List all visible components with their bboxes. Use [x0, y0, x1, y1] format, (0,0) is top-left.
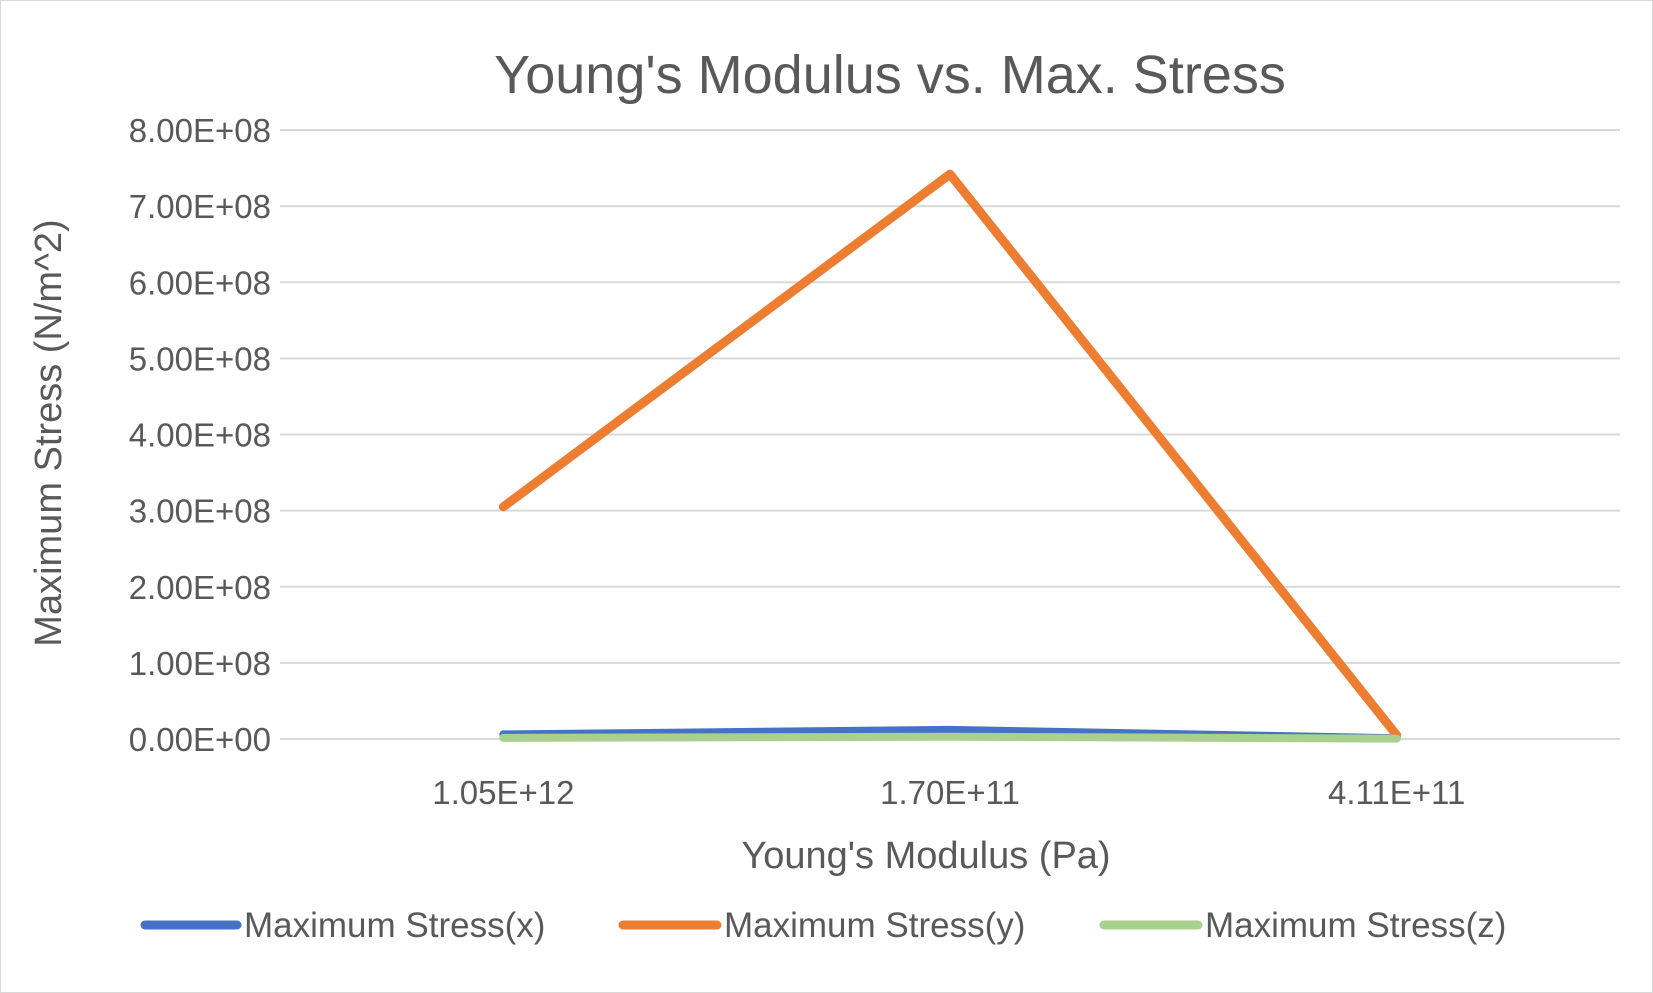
y-tick-label: 4.00E+08 — [129, 417, 271, 454]
x-axis-ticks: 1.05E+12 1.70E+11 4.11E+11 — [432, 774, 1465, 811]
series-line-2 — [498, 169, 1402, 740]
x-tick-label: 1.05E+12 — [432, 774, 574, 811]
series-lines — [498, 169, 1402, 743]
legend-label: Maximum Stress(z) — [1205, 906, 1506, 945]
y-axis-ticks: 0.00E+00 1.00E+08 2.00E+08 3.00E+08 4.00E+08… — [129, 112, 271, 758]
grid-lines — [280, 129, 1620, 740]
series-line-3 — [499, 732, 1401, 743]
legend-label: Maximum Stress(y) — [724, 906, 1025, 945]
y-tick-label: 7.00E+08 — [129, 188, 271, 225]
x-tick-label: 1.70E+11 — [880, 774, 1020, 811]
y-tick-label: 8.00E+08 — [129, 112, 271, 149]
y-tick-label: 1.00E+08 — [129, 645, 271, 682]
y-tick-label: 6.00E+08 — [129, 264, 271, 301]
x-tick-label: 4.11E+11 — [1328, 774, 1465, 811]
y-tick-label: 0.00E+00 — [129, 721, 271, 758]
chart-title: Young's Modulus vs. Max. Stress — [494, 45, 1286, 105]
y-tick-label: 2.00E+08 — [129, 569, 271, 606]
legend-label: Maximum Stress(x) — [244, 906, 545, 945]
legend: Maximum Stress(x) Maximum Stress(y) Maximu… — [140, 906, 1506, 945]
x-axis-title: Young's Modulus (Pa) — [741, 835, 1110, 877]
y-axis-title: Maximum Stress (N/m^2) — [28, 219, 70, 646]
y-tick-label: 5.00E+08 — [129, 340, 271, 377]
y-tick-label: 3.00E+08 — [129, 493, 271, 530]
